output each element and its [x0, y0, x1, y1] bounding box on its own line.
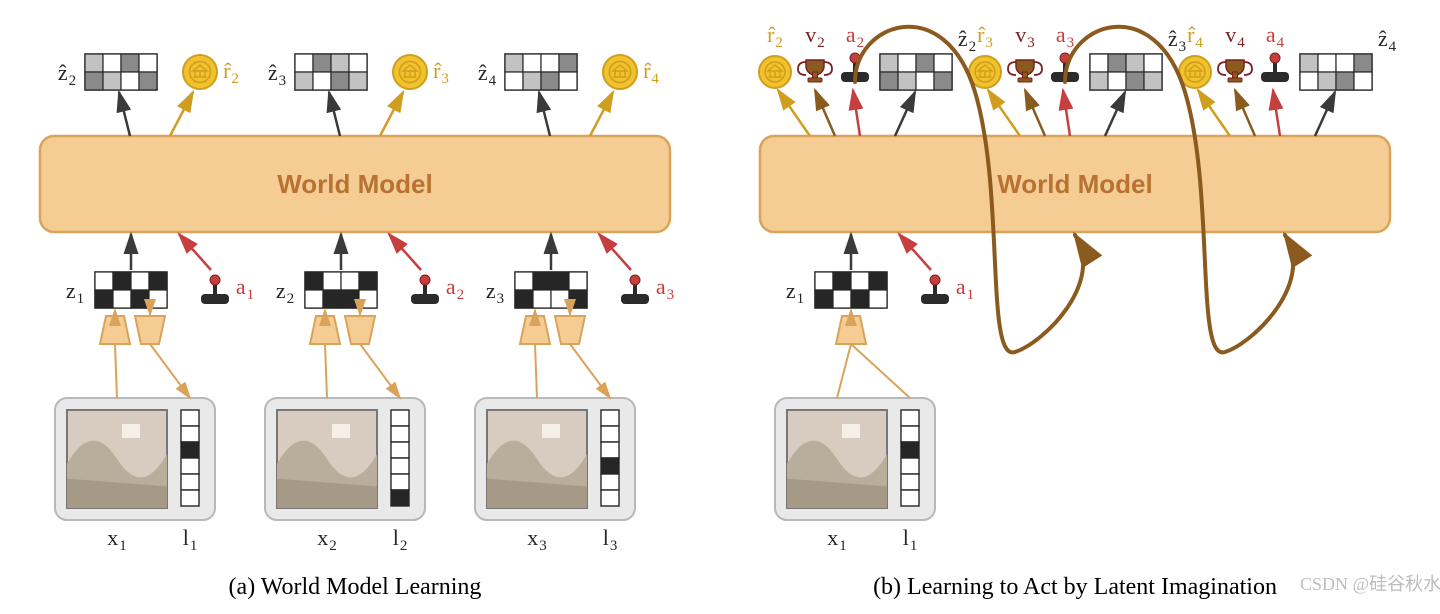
svg-text:ẑ3: ẑ3: [268, 60, 286, 89]
svg-text:a2: a2: [446, 274, 464, 303]
svg-text:x3: x3: [527, 525, 547, 554]
svg-text:v4: v4: [1225, 22, 1245, 51]
svg-text:l1: l1: [183, 525, 198, 554]
caption-b: (b) Learning to Act by Latent Imaginatio…: [873, 574, 1277, 600]
svg-text:x1: x1: [107, 525, 127, 554]
svg-text:v3: v3: [1015, 22, 1035, 51]
svg-text:a3: a3: [1056, 22, 1074, 51]
world-model-label-left: World Model: [277, 169, 433, 199]
svg-text:r̂3: r̂3: [977, 22, 993, 51]
svg-text:ẑ2: ẑ2: [958, 26, 976, 55]
diagram: World Model ẑ2 r̂2 ẑ3 r̂3 ẑ4 r̂4 z1 a1 x1 l1 z2 a2 x2…: [0, 0, 1440, 614]
svg-text:l2: l2: [393, 525, 408, 554]
svg-text:l3: l3: [603, 525, 618, 554]
svg-text:ẑ2: ẑ2: [58, 60, 76, 89]
watermark: CSDN @硅谷秋水: [1300, 574, 1440, 594]
svg-text:z1: z1: [786, 278, 804, 307]
svg-text:r̂2: r̂2: [767, 22, 783, 51]
svg-text:r̂3: r̂3: [433, 58, 449, 87]
svg-text:ẑ4: ẑ4: [478, 60, 497, 89]
svg-text:ẑ4: ẑ4: [1378, 26, 1397, 55]
svg-text:x2: x2: [317, 525, 337, 554]
caption-a: (a) World Model Learning: [229, 574, 482, 600]
svg-text:r̂4: r̂4: [643, 58, 659, 87]
world-model-label-right: World Model: [997, 169, 1153, 199]
svg-text:z2: z2: [276, 278, 294, 307]
svg-text:a3: a3: [656, 274, 674, 303]
svg-text:ẑ3: ẑ3: [1168, 26, 1186, 55]
svg-text:l1: l1: [903, 525, 918, 554]
svg-text:a4: a4: [1266, 22, 1285, 51]
svg-text:a2: a2: [846, 22, 864, 51]
svg-text:a1: a1: [956, 274, 974, 303]
svg-text:r̂4: r̂4: [1187, 22, 1203, 51]
svg-text:r̂2: r̂2: [223, 58, 239, 87]
svg-text:z3: z3: [486, 278, 504, 307]
svg-text:a1: a1: [236, 274, 254, 303]
svg-text:v2: v2: [805, 22, 825, 51]
svg-text:x1: x1: [827, 525, 847, 554]
svg-text:z1: z1: [66, 278, 84, 307]
